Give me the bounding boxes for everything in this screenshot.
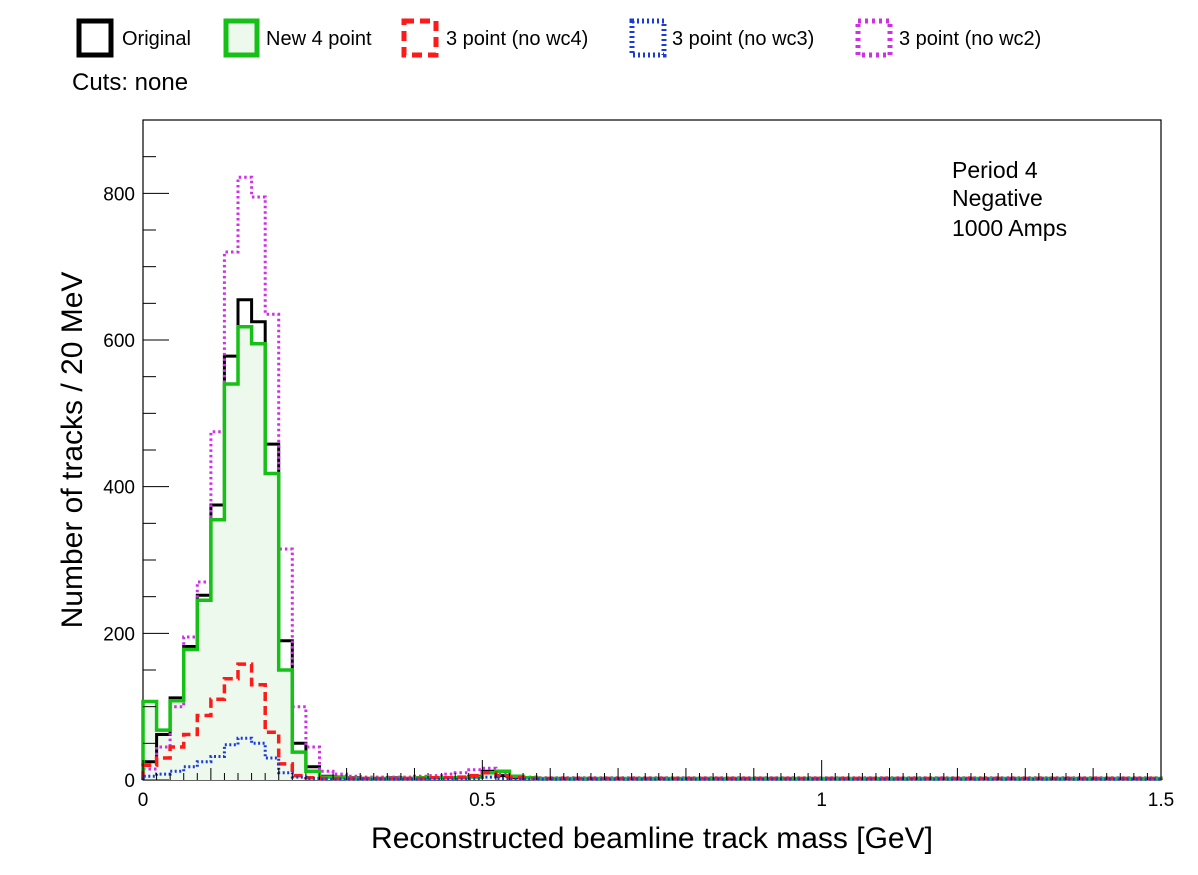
legend-label-original: Original <box>122 28 191 50</box>
legend-label-new-4-point: New 4 point <box>266 28 372 50</box>
x-tick-label: 1.5 <box>1148 790 1174 811</box>
legend-entry-original: Original <box>76 18 191 58</box>
cuts-label: Cuts: none <box>72 69 188 96</box>
x-tick-label: 0.5 <box>469 790 495 811</box>
y-axis-title: Number of tracks / 20 MeV <box>56 272 89 629</box>
y-tick-label: 0 <box>124 771 135 792</box>
annotation-polarity: Negative <box>952 185 1043 211</box>
x-axis-title: Reconstructed beamline track mass [GeV] <box>371 822 933 855</box>
legend-swatch-new-4-point <box>223 18 260 58</box>
series-no-wc3-line <box>141 736 1163 781</box>
y-tick-label: 400 <box>103 478 135 499</box>
new-4-point-fill <box>143 326 1161 780</box>
x-tick-label: 0 <box>138 790 149 811</box>
annotation-period: Period 4 <box>952 157 1038 183</box>
annotation-block: Period 4 Negative 1000 Amps <box>952 157 1067 241</box>
legend-swatch-no-wc3 <box>629 18 667 58</box>
x-tick-label: 1 <box>816 790 827 811</box>
legend-entry-no-wc2: 3 point (no wc2) <box>855 18 1041 58</box>
legend-entry-no-wc4: 3 point (no wc4) <box>401 18 588 58</box>
annotation-current: 1000 Amps <box>952 215 1067 241</box>
legend-swatch-no-wc4 <box>401 18 439 58</box>
legend: Original New 4 point 3 point (no wc4) 3 … <box>76 18 1041 58</box>
y-tick-label: 600 <box>103 331 135 352</box>
legend-swatch-original <box>76 18 114 58</box>
y-tick-label: 200 <box>103 624 135 645</box>
legend-entry-no-wc3: 3 point (no wc3) <box>629 18 814 58</box>
legend-label-no-wc4: 3 point (no wc4) <box>446 28 588 50</box>
legend-swatch-no-wc2 <box>855 18 893 58</box>
legend-label-no-wc2: 3 point (no wc2) <box>899 28 1041 50</box>
legend-entry-new-4-point: New 4 point <box>223 18 372 58</box>
y-axis: 0 200 400 600 800 <box>103 156 169 792</box>
legend-label-no-wc3: 3 point (no wc3) <box>672 28 814 50</box>
y-tick-label: 800 <box>103 184 135 205</box>
x-axis: 0 0.5 1 1.5 <box>138 760 1174 811</box>
